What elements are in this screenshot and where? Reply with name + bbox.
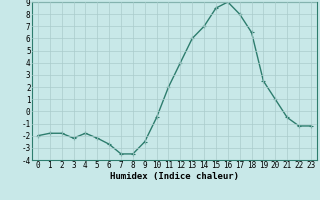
X-axis label: Humidex (Indice chaleur): Humidex (Indice chaleur)	[110, 172, 239, 181]
